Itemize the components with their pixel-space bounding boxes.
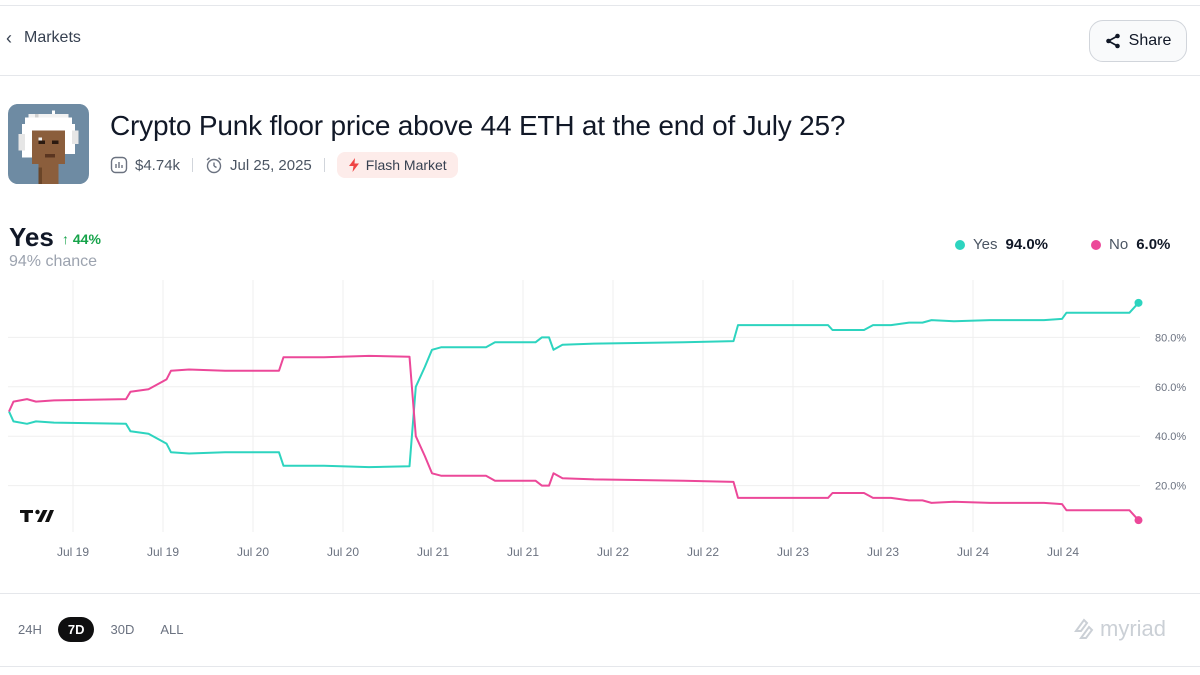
- change-value: 44%: [72, 231, 101, 247]
- tradingview-logo-icon: [20, 509, 54, 522]
- no-dot-icon: [1091, 239, 1101, 250]
- volume-value: $4.74k: [135, 156, 181, 174]
- back-label: Markets: [24, 29, 81, 46]
- x-tick-label: Jul 21: [417, 545, 449, 559]
- brand-name: myriad: [1100, 616, 1167, 641]
- legend-yes-name: Yes: [973, 236, 998, 253]
- y-tick-label: 80.0%: [1155, 332, 1186, 344]
- x-tick-label: Jul 21: [507, 545, 539, 559]
- y-tick-label: 60.0%: [1155, 382, 1186, 394]
- x-tick-label: Jul 20: [327, 545, 359, 559]
- volume-chart-icon: [110, 156, 128, 174]
- crypto-punk-avatar-icon: [8, 104, 89, 184]
- top-bar: ‹ Markets Share: [0, 6, 1200, 76]
- series-endpoint-no: [1134, 516, 1143, 525]
- alarm-clock-icon: [206, 157, 222, 174]
- price-chart[interactable]: 20.0%40.0%60.0%80.0% Jul 19 Jul 19 Jul 20 J…: [0, 280, 1200, 580]
- myriad-brand: myriad: [1072, 616, 1166, 642]
- chevron-left-icon: ‹: [6, 28, 12, 48]
- outcome-label: Yes: [9, 222, 54, 252]
- back-to-markets-link[interactable]: ‹ Markets: [6, 28, 81, 48]
- meta-divider: [192, 158, 194, 172]
- range-all[interactable]: ALL: [160, 622, 184, 637]
- y-tick-label: 20.0%: [1155, 481, 1186, 493]
- x-tick-label: Jul 22: [597, 545, 629, 559]
- legend-no: No 6.0%: [1091, 236, 1170, 253]
- x-tick-label: Jul 22: [687, 545, 719, 559]
- chart-grid: [8, 280, 1140, 532]
- share-label: Share: [1128, 32, 1172, 49]
- series-line-no: [8, 354, 1140, 521]
- x-tick-label: Jul 23: [777, 545, 809, 559]
- x-tick-label: Jul 24: [1047, 545, 1079, 559]
- volume-item: $4.74k: [110, 156, 180, 174]
- legend-no-value: 6.0%: [1136, 236, 1171, 253]
- myriad-logo-icon: [1074, 618, 1094, 639]
- share-icon: [1105, 33, 1120, 49]
- chart-series: [8, 298, 1143, 525]
- y-axis-labels: 20.0% 40.0% 60.0% 80.0%: [1155, 332, 1186, 492]
- x-tick-label: Jul 19: [147, 545, 179, 559]
- change-indicator: ↑ 44%: [62, 231, 101, 247]
- y-tick-label: 40.0%: [1155, 431, 1186, 443]
- range-30d[interactable]: 30D: [110, 622, 135, 637]
- x-tick-label: Jul 19: [57, 545, 89, 559]
- market-avatar: [8, 104, 89, 184]
- flash-market-badge[interactable]: Flash Market: [336, 152, 458, 178]
- time-range-selector: 24H 7D 30D ALL: [8, 617, 193, 642]
- x-axis-labels: Jul 19 Jul 19 Jul 20 Jul 20 Jul 21 Jul 21 Jul …: [57, 545, 1079, 559]
- legend-yes-value: 94.0%: [1005, 236, 1049, 253]
- x-tick-label: Jul 23: [867, 545, 899, 559]
- flash-market-label: Flash Market: [365, 157, 447, 173]
- range-7d[interactable]: 7D: [57, 617, 95, 642]
- legend-no-name: No: [1109, 236, 1129, 253]
- yes-dot-icon: [955, 239, 965, 250]
- x-tick-label: Jul 24: [957, 545, 989, 559]
- end-date-value: Jul 25, 2025: [230, 156, 312, 174]
- legend-yes: Yes 94.0%: [955, 236, 1048, 253]
- series-line-yes: [8, 302, 1140, 469]
- end-date-item: Jul 25, 2025: [205, 156, 312, 174]
- x-tick-label: Jul 20: [237, 545, 269, 559]
- market-title: Crypto Punk floor price above 44 ETH at …: [110, 110, 846, 141]
- series-endpoint-yes: [1134, 298, 1143, 307]
- range-24h[interactable]: 24H: [18, 622, 42, 637]
- chance-text: 94% chance: [9, 253, 98, 270]
- market-meta: $4.74k Jul 25, 2025 Flash Market: [110, 151, 458, 179]
- meta-divider: [323, 158, 325, 172]
- lightning-icon: [348, 158, 359, 172]
- share-button[interactable]: Share: [1089, 20, 1187, 62]
- arrow-up-icon: ↑: [62, 231, 69, 247]
